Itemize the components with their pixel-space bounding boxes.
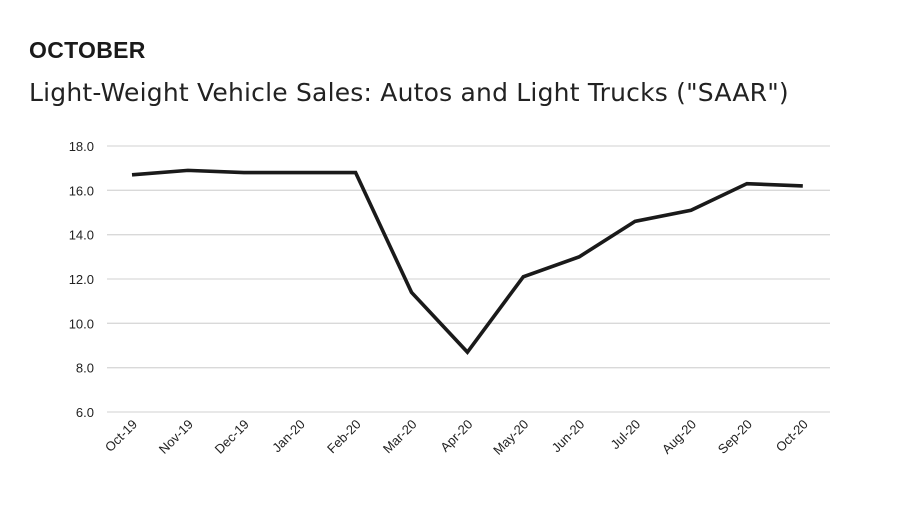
y-tick-label: 16.0: [69, 183, 94, 198]
chart-title: Light-Weight Vehicle Sales: Autos and Li…: [29, 78, 789, 107]
chart-kicker: OCTOBER: [29, 37, 146, 63]
x-tick-label: Nov-19: [156, 417, 196, 457]
x-tick-label: Mar-20: [380, 417, 420, 457]
series-line: [131, 168, 803, 355]
x-tick-label: Dec-19: [212, 417, 252, 457]
x-tick-label: Sep-20: [715, 417, 755, 457]
y-tick-label: 18.0: [69, 139, 94, 154]
x-tick-label: Jan-20: [269, 417, 308, 456]
y-tick-label: 12.0: [69, 272, 94, 287]
x-tick-label: Oct-20: [773, 417, 811, 455]
x-tick-label: Aug-20: [659, 417, 699, 457]
x-tick-label: Jun-20: [549, 417, 588, 456]
y-tick-label: 8.0: [76, 361, 94, 376]
x-tick-label: Jul-20: [608, 417, 644, 453]
y-tick-label: 10.0: [69, 316, 94, 331]
x-tick-label: Oct-19: [102, 417, 140, 455]
x-tick-label: May-20: [490, 417, 531, 458]
x-tick-label: Apr-20: [437, 417, 475, 455]
y-tick-label: 6.0: [76, 405, 94, 420]
x-tick-label: Feb-20: [324, 417, 364, 457]
y-tick-label: 14.0: [69, 228, 94, 243]
